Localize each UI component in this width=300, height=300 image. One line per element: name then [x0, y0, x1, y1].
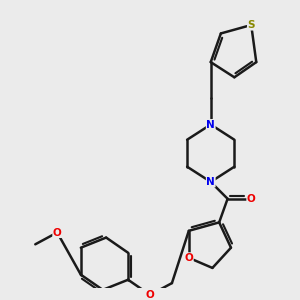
Text: O: O [184, 253, 193, 263]
Text: N: N [206, 177, 215, 187]
Text: O: O [53, 227, 62, 238]
Text: O: O [247, 194, 256, 204]
Text: S: S [248, 20, 255, 30]
Text: N: N [206, 119, 215, 130]
Text: O: O [146, 290, 154, 300]
